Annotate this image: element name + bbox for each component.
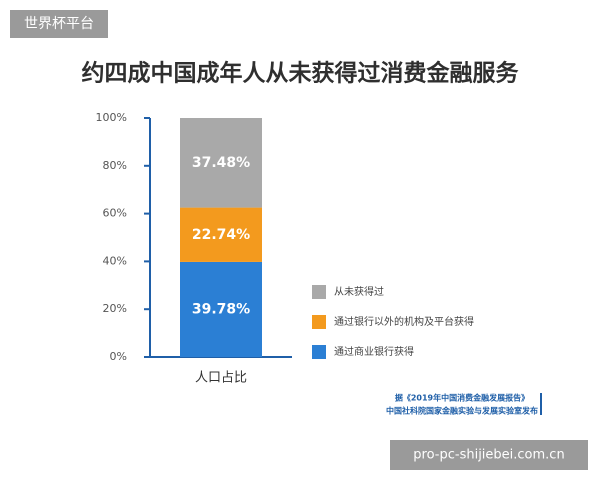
site: pro-pc-shijiebei.com.cn [413, 448, 564, 463]
bar-segment [180, 261, 262, 357]
legend-swatch [312, 345, 326, 359]
source-line: 据《2019年中国消费金融发展报告》 [395, 393, 529, 403]
chart-title: 约四成中国成年人从未获得过消费金融服务 [82, 60, 520, 87]
y-tick-label: 100% [96, 111, 127, 124]
x-tick-label: 人口占比 [195, 371, 247, 386]
bar-segment [180, 118, 262, 208]
legend-swatch [312, 285, 326, 299]
bar-segment [180, 207, 262, 262]
watermark-box [10, 10, 108, 38]
y-tick-label: 20% [103, 302, 127, 315]
y-tick-label: 40% [103, 254, 127, 267]
legend-swatch [312, 315, 326, 329]
y-tick-label: 60% [103, 207, 127, 220]
source-line: 中国社科院国家金融实验与发展实验室发布 [386, 406, 538, 416]
y-tick-label: 0% [110, 350, 127, 363]
value-label: 22.74% [192, 227, 250, 243]
legend-label: 通过商业银行获得 [334, 345, 414, 358]
site-box [390, 440, 588, 470]
watermark: 世界杯平台 [24, 16, 94, 32]
legend-label: 从未获得过 [334, 285, 384, 298]
value-label: 39.78% [192, 301, 250, 317]
y-tick-label: 80% [103, 159, 127, 172]
value-label: 37.48% [192, 155, 250, 171]
source-bar [540, 393, 542, 415]
legend-label: 通过银行以外的机构及平台获得 [334, 315, 474, 328]
